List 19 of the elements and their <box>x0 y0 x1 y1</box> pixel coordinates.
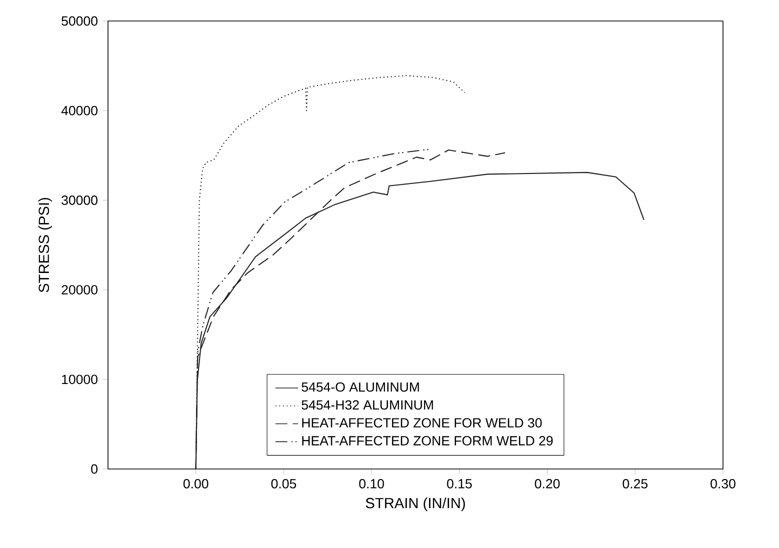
x-axis-title: STRAIN (IN/IN) <box>366 498 465 512</box>
y-axis-title: STRESS (PSI) <box>38 198 52 292</box>
y-tick-label: 30000 <box>62 196 98 205</box>
legend-label: 5454-H32 ALUMINUM <box>302 400 433 410</box>
x-tick-label: 0.30 <box>710 479 736 488</box>
legend-label: HEAT-AFFECTED ZONE FORM WELD 29 <box>302 436 553 446</box>
legend-label: HEAT-AFFECTED ZONE FOR WELD 30 <box>302 418 542 428</box>
y-tick-label: 10000 <box>62 374 98 384</box>
x-tick-label: 0.25 <box>622 479 648 488</box>
x-tick-label: 0.10 <box>359 479 384 488</box>
y-tick-label: 50000 <box>62 16 98 26</box>
x-tick-label: 0.15 <box>447 479 472 488</box>
legend-label: 5454-O ALUMINUM <box>302 382 419 392</box>
x-tick-label: 0.00 <box>183 479 208 488</box>
y-tick-label: 40000 <box>61 106 98 116</box>
x-tick-label: 0.20 <box>534 479 560 488</box>
y-tick-label: 20000 <box>62 285 98 294</box>
x-tick-label: 0.05 <box>271 479 296 488</box>
y-tick-label: 0 <box>91 464 98 474</box>
